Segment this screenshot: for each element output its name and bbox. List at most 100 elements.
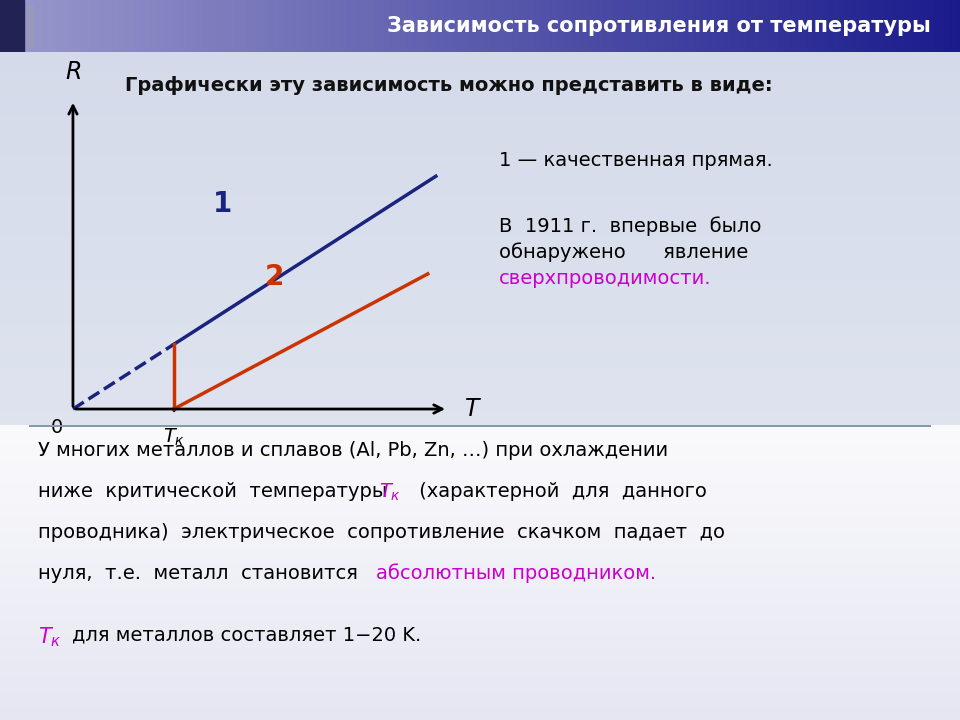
Bar: [439, 0, 443, 52]
Bar: [614, 0, 618, 52]
Bar: [22, 0, 26, 52]
Bar: [790, 0, 794, 52]
Bar: [0, 648, 960, 655]
Bar: [528, 0, 532, 52]
Bar: [832, 0, 836, 52]
Bar: [560, 0, 564, 52]
Bar: [0, 497, 960, 504]
Bar: [816, 0, 820, 52]
Bar: [304, 0, 308, 52]
Bar: [365, 0, 369, 52]
Bar: [492, 0, 496, 52]
Bar: [579, 0, 583, 52]
Bar: [0, 14, 960, 22]
Bar: [845, 0, 849, 52]
Text: для металлов составляет 1−20 K.: для металлов составляет 1−20 K.: [72, 625, 421, 644]
Bar: [864, 0, 868, 52]
Bar: [391, 0, 395, 52]
Bar: [442, 0, 445, 52]
Bar: [0, 72, 960, 79]
Bar: [99, 0, 103, 52]
Bar: [0, 706, 960, 713]
Bar: [0, 641, 960, 648]
Bar: [0, 324, 960, 331]
Bar: [521, 0, 525, 52]
Bar: [250, 0, 253, 52]
Bar: [761, 0, 765, 52]
Bar: [19, 0, 23, 52]
Bar: [403, 0, 407, 52]
Bar: [247, 0, 251, 52]
Bar: [243, 0, 247, 52]
Bar: [717, 0, 721, 52]
Bar: [0, 36, 960, 43]
Bar: [228, 0, 231, 52]
Bar: [490, 0, 493, 52]
Bar: [324, 0, 327, 52]
Bar: [470, 0, 474, 52]
Bar: [948, 0, 951, 52]
Bar: [432, 0, 436, 52]
Bar: [36, 0, 39, 52]
Bar: [141, 0, 145, 52]
Bar: [0, 281, 960, 288]
Bar: [233, 0, 237, 52]
Bar: [713, 0, 717, 52]
Bar: [317, 0, 321, 52]
Bar: [60, 0, 64, 52]
Bar: [0, 295, 960, 302]
Bar: [189, 0, 193, 52]
Bar: [147, 0, 151, 52]
Bar: [0, 518, 960, 526]
Bar: [32, 0, 36, 52]
Bar: [804, 0, 807, 52]
Bar: [160, 0, 164, 52]
Bar: [509, 0, 513, 52]
Bar: [0, 202, 960, 209]
Bar: [0, 598, 960, 605]
Bar: [45, 0, 49, 52]
Bar: [0, 180, 960, 187]
Bar: [461, 0, 465, 52]
Bar: [374, 0, 378, 52]
Bar: [602, 0, 606, 52]
Text: $T_к$: $T_к$: [38, 625, 61, 649]
Bar: [698, 0, 702, 52]
Bar: [0, 288, 960, 295]
Bar: [55, 0, 59, 52]
Bar: [0, 490, 960, 497]
Bar: [0, 115, 960, 122]
Bar: [84, 0, 87, 52]
Bar: [3, 0, 7, 52]
Bar: [0, 259, 960, 266]
Bar: [480, 0, 484, 52]
Bar: [86, 0, 90, 52]
Bar: [387, 0, 391, 52]
Bar: [381, 0, 385, 52]
Bar: [0, 389, 960, 396]
Bar: [662, 0, 666, 52]
Bar: [132, 0, 135, 52]
Bar: [540, 0, 544, 52]
Bar: [691, 0, 695, 52]
Bar: [922, 0, 925, 52]
Bar: [554, 0, 558, 52]
Bar: [0, 245, 960, 252]
Bar: [339, 0, 343, 52]
Bar: [0, 166, 960, 173]
Bar: [787, 0, 791, 52]
Bar: [154, 0, 157, 52]
Bar: [682, 0, 685, 52]
Bar: [396, 0, 400, 52]
Bar: [0, 216, 960, 223]
Bar: [742, 0, 746, 52]
Bar: [646, 0, 650, 52]
Bar: [458, 0, 462, 52]
Bar: [660, 0, 663, 52]
Bar: [483, 0, 487, 52]
Bar: [199, 0, 203, 52]
Bar: [151, 0, 155, 52]
Bar: [103, 0, 107, 52]
Bar: [112, 0, 116, 52]
Bar: [861, 0, 865, 52]
